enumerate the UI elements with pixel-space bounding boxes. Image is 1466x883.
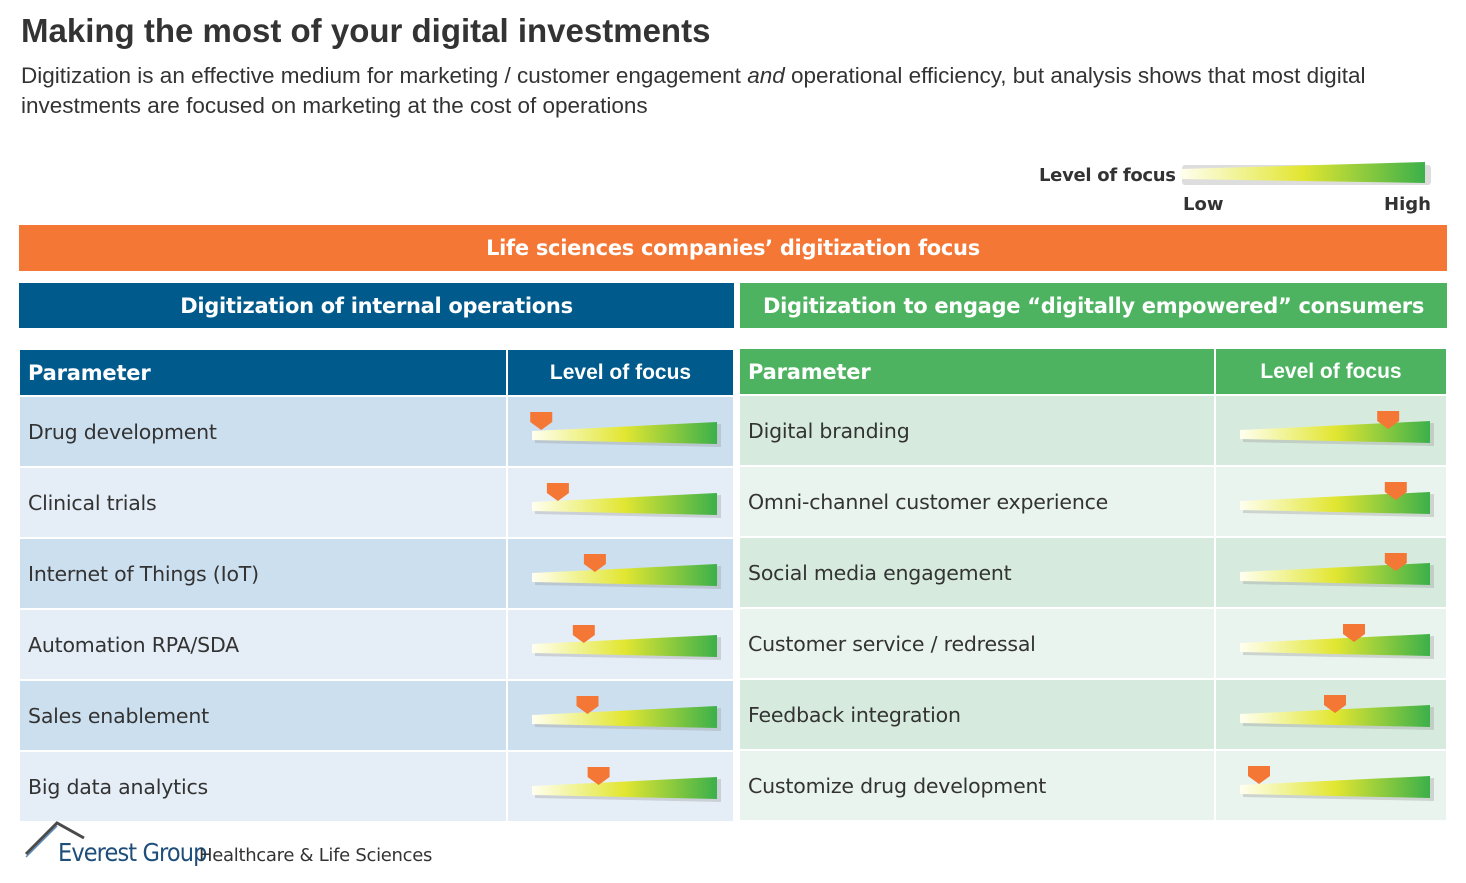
focus-bar <box>1240 624 1434 659</box>
focus-cell <box>508 752 733 821</box>
focus-banner: Life sciences companies’ digitization fo… <box>19 225 1447 271</box>
row-label: Automation RPA/SDA <box>20 610 506 679</box>
section-internal-operations: Digitization of internal operations <box>19 283 734 328</box>
focus-marker <box>1377 411 1400 429</box>
focus-bar-gradient <box>1240 492 1430 514</box>
subtitle-emphasis: and <box>747 63 785 88</box>
table-header-row: Parameter Level of focus <box>20 350 733 395</box>
row-label: Digital branding <box>740 396 1214 465</box>
legend-gradient-bar <box>1180 162 1431 185</box>
focus-bar <box>532 554 721 589</box>
focus-marker <box>1343 624 1365 642</box>
section-empowered-consumers: Digitization to engage “digitally empowe… <box>740 283 1447 328</box>
focus-bar <box>530 412 721 447</box>
focus-bar-gradient <box>1240 705 1430 727</box>
row-label: Customize drug development <box>740 751 1214 820</box>
focus-cell <box>1216 396 1446 465</box>
row-label: Internet of Things (IoT) <box>20 539 506 608</box>
focus-bar-gradient <box>1240 421 1430 443</box>
focus-bar-gradient <box>532 777 717 799</box>
focus-bar-gradient <box>532 635 717 657</box>
everest-group-logo-mountain-icon <box>24 821 85 858</box>
focus-cell <box>1216 467 1446 536</box>
focus-bar <box>1240 482 1434 517</box>
focus-marker <box>583 554 606 572</box>
table-row: Customer service / redressal <box>740 609 1446 678</box>
legend-label: Level of focus <box>1039 165 1176 186</box>
focus-marker <box>1384 553 1407 571</box>
focus-marker <box>1324 695 1346 713</box>
focus-cell <box>508 610 733 679</box>
column-header-parameter: Parameter <box>740 349 1214 394</box>
subtitle-part2: operational efficiency, but analysis sho… <box>21 63 1366 118</box>
focus-bar <box>532 767 721 802</box>
focus-bar <box>532 625 721 660</box>
focus-bar-gradient <box>532 706 717 728</box>
focus-bar <box>1240 695 1434 730</box>
focus-marker <box>1248 766 1270 784</box>
focus-cell <box>1216 751 1446 820</box>
logo-tagline: Healthcare & Life Sciences <box>199 845 433 866</box>
table-row: Automation RPA/SDA <box>20 610 733 679</box>
focus-cell <box>508 681 733 750</box>
column-header-level-of-focus: Level of focus <box>508 350 733 395</box>
focus-bar-gradient <box>1240 563 1430 585</box>
subtitle-part1: Digitization is an effective medium for … <box>21 63 748 88</box>
row-label: Omni-channel customer experience <box>740 467 1214 536</box>
legend-high: High <box>1384 194 1431 215</box>
focus-cell <box>508 468 733 537</box>
row-label: Sales enablement <box>20 681 506 750</box>
focus-bar-gradient <box>532 564 717 586</box>
focus-marker <box>576 696 599 714</box>
focus-cell <box>1216 538 1446 607</box>
row-label: Drug development <box>20 397 506 466</box>
focus-bar <box>1240 766 1434 801</box>
table-row: Omni-channel customer experience <box>740 467 1446 536</box>
logo-name: Everest Group <box>58 838 207 867</box>
focus-bar-gradient <box>1240 776 1430 798</box>
table-row: Social media engagement <box>740 538 1446 607</box>
table-row: Internet of Things (IoT) <box>20 539 733 608</box>
focus-marker <box>546 483 569 501</box>
focus-marker <box>572 625 595 643</box>
table-header-row: Parameter Level of focus <box>740 349 1446 394</box>
focus-bar-gradient <box>532 493 717 515</box>
focus-bar-gradient <box>1240 634 1430 656</box>
row-label: Social media engagement <box>740 538 1214 607</box>
row-label: Big data analytics <box>20 752 506 821</box>
row-label: Feedback integration <box>740 680 1214 749</box>
focus-bar <box>1240 553 1434 588</box>
focus-cell <box>1216 609 1446 678</box>
focus-cell <box>1216 680 1446 749</box>
internal-operations-table: Parameter Level of focus Drug developmen… <box>20 350 733 821</box>
column-header-level-of-focus: Level of focus <box>1216 349 1446 394</box>
table-row: Clinical trials <box>20 468 733 537</box>
focus-cell <box>508 539 733 608</box>
table-row: Digital branding <box>740 396 1446 465</box>
table-row: Sales enablement <box>20 681 733 750</box>
focus-bar <box>532 696 721 731</box>
table-row: Big data analytics <box>20 752 733 821</box>
table-row: Customize drug development <box>740 751 1446 820</box>
column-header-parameter: Parameter <box>20 350 506 395</box>
row-label: Customer service / redressal <box>740 609 1214 678</box>
page-subtitle: Digitization is an effective medium for … <box>21 61 1441 121</box>
focus-bar-gradient <box>532 422 717 444</box>
table-row: Feedback integration <box>740 680 1446 749</box>
table-row: Drug development <box>20 397 733 466</box>
focus-bar <box>1240 411 1434 446</box>
focus-marker <box>530 412 553 430</box>
page-title: Making the most of your digital investme… <box>21 12 711 49</box>
focus-marker <box>1384 482 1407 500</box>
row-label: Clinical trials <box>20 468 506 537</box>
empowered-consumers-table: Parameter Level of focus Digital brandin… <box>740 349 1446 820</box>
focus-cell <box>508 397 733 466</box>
focus-marker <box>587 767 610 785</box>
focus-bar <box>532 483 721 518</box>
legend-low: Low <box>1183 194 1224 215</box>
